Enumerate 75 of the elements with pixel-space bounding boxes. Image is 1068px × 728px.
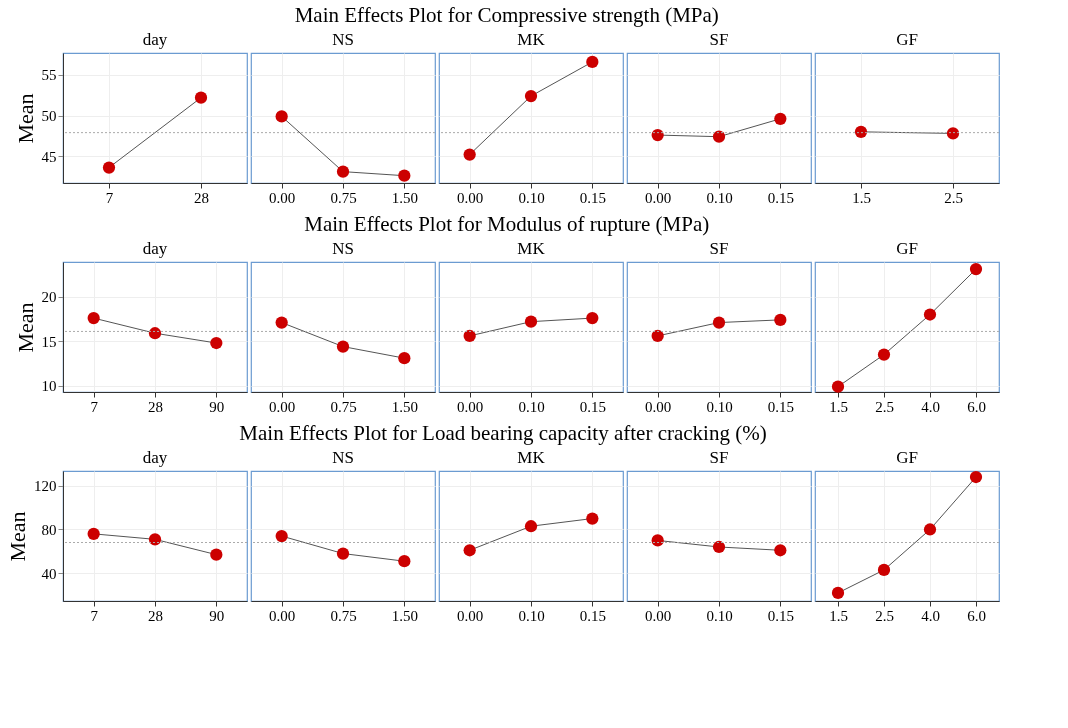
y-axis-title: Mean xyxy=(5,511,30,562)
y-tick-label: 50 xyxy=(41,108,57,125)
x-tick-label: 0.10 xyxy=(706,189,733,206)
y-tick-label: 55 xyxy=(41,67,57,84)
x-tick-label: 0.15 xyxy=(767,189,794,206)
y-tick-label: 15 xyxy=(41,333,57,350)
chart-title: NS xyxy=(332,239,354,258)
chart-title: day xyxy=(142,30,168,49)
x-tick-label: 90 xyxy=(209,607,225,624)
x-tick-label: 0.75 xyxy=(330,189,357,206)
x-tick-label: 0.75 xyxy=(330,607,357,624)
x-tick-label: 2.5 xyxy=(875,607,894,624)
y-tick-label: 10 xyxy=(41,378,57,395)
x-tick-label: 0.10 xyxy=(518,398,545,415)
chart-subtitle: Main Effects Plot for Modulus of rupture (MPa) xyxy=(304,212,710,237)
x-tick-label: 2.5 xyxy=(944,189,963,206)
x-tick-label: 7 xyxy=(90,398,99,415)
y-tick-label: 40 xyxy=(41,565,57,582)
y-tick-label: 45 xyxy=(41,148,57,165)
x-tick-label: 0.00 xyxy=(457,398,484,415)
x-tick-label: 7 xyxy=(105,189,114,206)
chart-title: MK xyxy=(517,30,546,49)
x-tick-label: 4.0 xyxy=(921,607,940,624)
x-tick-label: 1.5 xyxy=(852,189,871,206)
chart-subtitle: Main Effects Plot for Load bearing capacity after cracking (%) xyxy=(239,421,767,446)
x-tick-label: 0.15 xyxy=(579,398,606,415)
chart-title: GF xyxy=(896,447,918,467)
chart-title: SF xyxy=(709,30,729,49)
x-tick-label: 0.10 xyxy=(706,607,733,624)
x-tick-label: 0.00 xyxy=(269,398,296,415)
x-tick-label: 0.00 xyxy=(269,189,296,206)
x-tick-label: 1.5 xyxy=(829,398,848,415)
x-tick-label: 28 xyxy=(194,189,209,206)
x-tick-label: 1.50 xyxy=(391,607,418,624)
chart-title: SF xyxy=(709,239,729,258)
x-tick-label: 28 xyxy=(148,607,163,624)
chart-title: SF xyxy=(709,448,729,467)
x-tick-label: 7 xyxy=(90,607,99,624)
chart-title: GF xyxy=(896,239,918,258)
y-axis-title: Mean xyxy=(12,302,38,353)
x-tick-label: 0.15 xyxy=(767,398,794,415)
x-tick-label: 1.5 xyxy=(829,607,848,624)
x-tick-label: 6.0 xyxy=(967,398,986,415)
x-tick-label: 90 xyxy=(209,398,225,415)
x-tick-label: 0.00 xyxy=(645,189,672,206)
chart-title: GF xyxy=(896,30,918,49)
x-tick-label: 0.00 xyxy=(269,607,296,624)
chart-title: day xyxy=(142,448,168,467)
x-tick-label: 0.00 xyxy=(645,607,672,624)
x-tick-label: 0.15 xyxy=(767,607,794,624)
x-tick-label: 0.15 xyxy=(579,189,606,206)
x-tick-label: 0.10 xyxy=(706,398,733,415)
x-tick-label: 0.10 xyxy=(518,189,545,206)
chart-title: NS xyxy=(332,30,354,49)
x-tick-label: 0.00 xyxy=(645,398,672,415)
chart-title: NS xyxy=(332,448,354,467)
y-tick-label: 80 xyxy=(41,521,57,538)
x-tick-label: 1.50 xyxy=(391,189,418,206)
x-tick-label: 0.15 xyxy=(579,607,606,624)
chart-title: MK xyxy=(517,448,546,467)
chart-subtitle: Main Effects Plot for Compressive strength (MPa) xyxy=(294,3,719,28)
x-tick-label: 0.75 xyxy=(330,398,357,415)
chart-title: MK xyxy=(517,239,546,258)
x-tick-label: 0.00 xyxy=(457,607,484,624)
y-axis-title: Mean xyxy=(12,93,38,144)
x-tick-label: 4.0 xyxy=(921,398,940,415)
x-tick-label: 28 xyxy=(148,398,163,415)
x-tick-label: 1.50 xyxy=(391,398,418,415)
x-tick-label: 0.00 xyxy=(457,189,484,206)
y-tick-label: 120 xyxy=(34,478,57,495)
y-tick-label: 20 xyxy=(41,289,57,306)
x-tick-label: 0.10 xyxy=(518,607,545,624)
x-tick-label: 6.0 xyxy=(967,607,986,624)
chart-title: day xyxy=(142,239,168,258)
x-tick-label: 2.5 xyxy=(875,398,894,415)
